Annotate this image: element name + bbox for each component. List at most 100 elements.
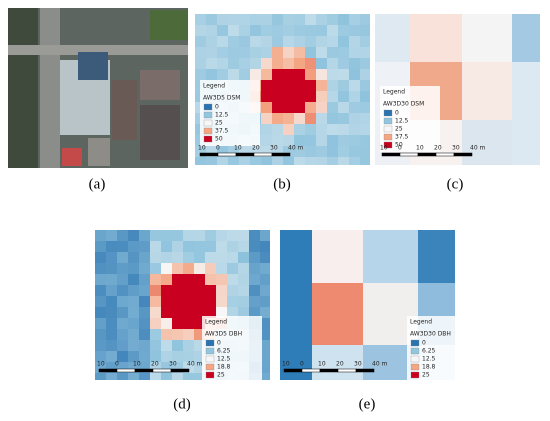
raster-cell — [360, 80, 370, 91]
raster-cell — [217, 14, 228, 25]
raster-cell — [239, 146, 250, 157]
raster-cell — [272, 146, 283, 157]
raster-cell — [260, 263, 270, 274]
raster-cell — [316, 47, 327, 58]
scale-segment — [271, 152, 291, 157]
raster-cell — [183, 241, 194, 252]
raster-cell — [139, 274, 150, 285]
scale-label: 10 — [198, 145, 206, 152]
scale-label: 10 — [318, 361, 326, 368]
raster-cell — [161, 340, 172, 351]
raster-cell — [512, 14, 540, 62]
legend-item: 12.5 — [215, 112, 229, 119]
raster-cell — [194, 252, 205, 263]
raster-cell — [150, 373, 161, 380]
raster-cell — [272, 157, 283, 165]
raster-cell — [139, 318, 150, 329]
raster-cell — [172, 274, 183, 285]
raster-cell — [128, 296, 139, 307]
raster-cell — [205, 274, 216, 285]
legend-item: 0 — [217, 340, 221, 347]
raster-cell — [272, 47, 283, 58]
legend-swatch — [203, 135, 213, 143]
scale-label: 10 — [97, 361, 105, 368]
raster-cell — [161, 373, 172, 380]
scale-segment — [217, 152, 237, 157]
raster-cell — [250, 157, 261, 165]
legend-title: Legend — [410, 319, 432, 326]
raster-cell — [172, 373, 183, 380]
raster-cell — [172, 263, 183, 274]
raster-cell — [294, 58, 305, 69]
raster-cell — [283, 58, 294, 69]
raster-cell — [239, 58, 250, 69]
raster-cell — [249, 274, 260, 285]
raster-cell — [161, 296, 172, 307]
raster-cell — [338, 91, 349, 102]
raster-cell — [261, 58, 272, 69]
raster-cell — [195, 58, 206, 69]
raster-cell — [227, 252, 238, 263]
raster-cell — [360, 14, 370, 25]
raster-cell — [172, 252, 183, 263]
raster-cell — [349, 102, 360, 113]
scale-segment — [435, 152, 455, 157]
raster-cell — [161, 241, 172, 252]
legend-swatch — [383, 109, 393, 117]
panel-label: (b) — [273, 176, 291, 192]
raster-cell — [227, 285, 238, 296]
scale-segment — [417, 152, 437, 157]
raster-cell — [294, 80, 305, 91]
raster-cell — [272, 25, 283, 36]
legend-item: 25 — [215, 120, 223, 127]
raster-cell — [194, 362, 205, 373]
scale-segment — [337, 368, 357, 373]
scale-segment — [453, 152, 473, 157]
raster-cell — [195, 36, 206, 47]
raster-cell — [360, 146, 370, 157]
raster-cell — [216, 274, 227, 285]
legend-swatch — [203, 127, 213, 135]
raster-cell — [227, 307, 238, 318]
raster-cell — [183, 318, 194, 329]
raster-cell — [205, 285, 216, 296]
scale-segment — [381, 152, 401, 157]
legend-swatch — [203, 111, 213, 119]
legend-item: 6.25 — [217, 348, 231, 355]
raster-cell — [338, 25, 349, 36]
raster-cell — [272, 69, 283, 80]
raster-cell — [316, 14, 327, 25]
raster-cell — [150, 318, 161, 329]
scale-segment — [170, 368, 190, 373]
scale-label: 0 — [300, 361, 304, 368]
raster-cell — [194, 373, 205, 380]
raster-cell — [206, 146, 217, 157]
raster-cell — [128, 362, 139, 373]
raster-cell — [272, 58, 283, 69]
raster-cell — [117, 241, 128, 252]
raster-cell — [294, 157, 305, 165]
raster-cell — [360, 69, 370, 80]
raster-cell — [261, 80, 272, 91]
raster-cell — [338, 58, 349, 69]
scale-label: 0 — [115, 361, 119, 368]
raster-cell — [261, 47, 272, 58]
raster-cell — [195, 47, 206, 58]
raster-cell — [305, 102, 316, 113]
raster-cell — [205, 241, 216, 252]
raster-cell — [327, 47, 338, 58]
raster-cell — [117, 230, 128, 241]
raster-cell — [260, 274, 270, 285]
legend-swatch — [410, 347, 420, 355]
scale-label: 40 m — [470, 145, 486, 152]
raster-cell — [338, 124, 349, 135]
raster-cell — [150, 329, 161, 340]
raster-cell — [95, 263, 106, 274]
scale-label: 20 — [151, 361, 159, 368]
raster-cell — [462, 14, 512, 62]
scale-segment — [235, 152, 255, 157]
raster-cell — [117, 340, 128, 351]
raster-cell — [172, 241, 183, 252]
raster-cell — [161, 351, 172, 362]
raster-cell — [250, 36, 261, 47]
